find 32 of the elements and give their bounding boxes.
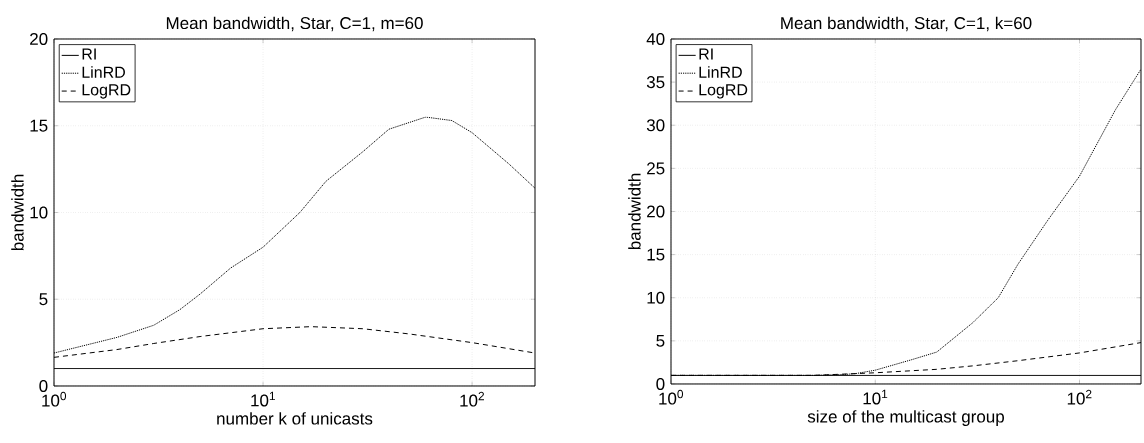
- legend-label: RI: [699, 48, 713, 60]
- x-tick-label: 10$^{1}$: [251, 391, 275, 407]
- legend-label: LogRD: [82, 84, 131, 99]
- y-tick-label: 25: [647, 162, 665, 175]
- y-tick-label: 15: [30, 119, 48, 132]
- y-tick-label: 30: [646, 119, 665, 132]
- y-tick-label: 20: [30, 32, 48, 46]
- legend-label: LogRD: [699, 84, 748, 99]
- x-tick-label: 10$^{2}$: [460, 391, 485, 407]
- legend-label: RI: [82, 48, 96, 60]
- x-tick-label: 10$^{1}$: [863, 389, 888, 405]
- x-axis-title: number k of unicasts: [217, 412, 373, 425]
- y-tick-label: 0: [656, 377, 665, 391]
- y-axis-title: bandwidth: [628, 173, 641, 250]
- y-tick-label: 0: [39, 379, 48, 393]
- y-tick-label: 5: [656, 334, 665, 347]
- y-tick-label: 15: [647, 248, 665, 261]
- x-tick-label: 10$^{2}$: [1067, 389, 1092, 405]
- x-axis-title: size of the multicast group: [807, 410, 1004, 426]
- legend-label: LinRD: [699, 66, 742, 78]
- legend-label: LinRD: [82, 66, 125, 78]
- chart-title: Mean bandwidth, Star, C=1, m=60: [166, 16, 423, 32]
- y-tick-label: 35: [646, 76, 665, 89]
- y-axis-title: bandwidth: [11, 174, 24, 251]
- x-tick-label: 10$^{0}$: [42, 391, 67, 407]
- y-tick-label: 20: [647, 205, 665, 218]
- y-tick-label: 10: [30, 206, 48, 219]
- y-tick-label: 40: [646, 32, 665, 46]
- chart-title: Mean bandwidth, Star, C=1, k=60: [781, 16, 1032, 32]
- y-tick-label: 10: [647, 291, 665, 304]
- y-tick-label: 5: [39, 293, 48, 306]
- x-tick-label: 10$^{0}$: [659, 389, 684, 405]
